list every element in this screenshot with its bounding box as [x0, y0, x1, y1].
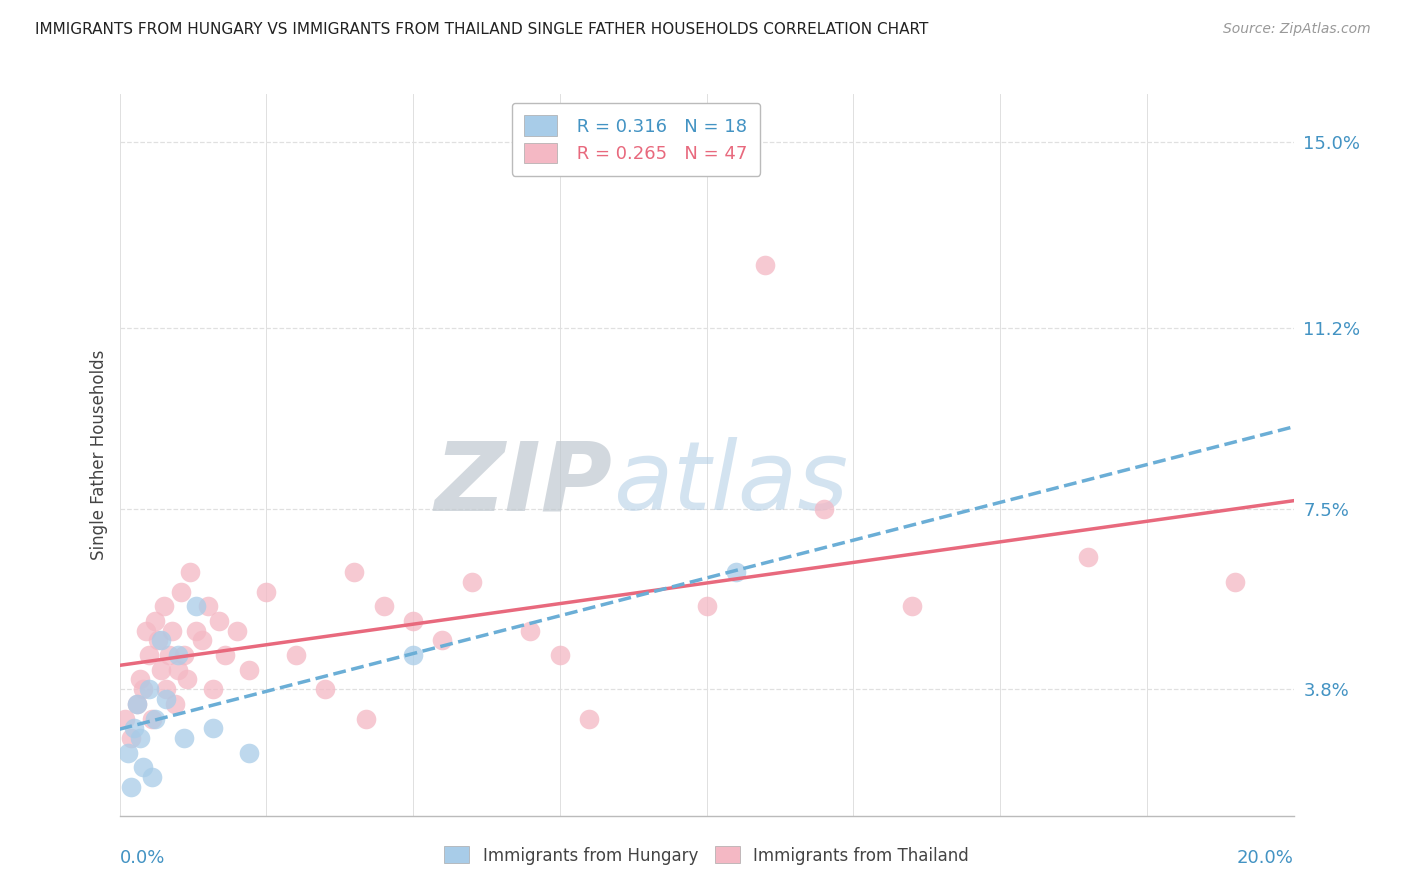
Point	[238, 746, 260, 760]
Point	[901, 599, 924, 614]
Point	[149, 633, 172, 648]
Point	[149, 663, 172, 677]
Point	[461, 574, 484, 589]
Point	[354, 712, 377, 726]
Point	[179, 565, 201, 579]
Point	[173, 731, 195, 745]
Text: atlas: atlas	[613, 437, 848, 531]
Point	[1077, 550, 1099, 565]
Point	[167, 648, 190, 662]
Y-axis label: Single Father Households: Single Father Households	[90, 350, 108, 560]
Point	[129, 673, 152, 687]
Point	[120, 731, 142, 745]
Point	[173, 648, 195, 662]
Point	[1223, 574, 1246, 589]
Point	[208, 614, 231, 628]
Legend: Immigrants from Hungary, Immigrants from Thailand: Immigrants from Hungary, Immigrants from…	[436, 838, 977, 873]
Point	[170, 584, 193, 599]
Point	[184, 624, 207, 638]
Point	[813, 501, 835, 516]
Point	[548, 648, 571, 662]
Point	[190, 633, 212, 648]
Point	[132, 682, 155, 697]
Text: ZIP: ZIP	[434, 437, 613, 531]
Point	[314, 682, 336, 697]
Point	[402, 614, 425, 628]
Text: Source: ZipAtlas.com: Source: ZipAtlas.com	[1223, 22, 1371, 37]
Text: 0.0%: 0.0%	[120, 848, 165, 867]
Point	[127, 697, 149, 711]
Point	[202, 682, 225, 697]
Point	[157, 648, 180, 662]
Point	[254, 584, 277, 599]
Point	[143, 614, 166, 628]
Point	[754, 258, 776, 272]
Point	[402, 648, 425, 662]
Point	[724, 565, 747, 579]
Point	[127, 697, 149, 711]
Point	[519, 624, 541, 638]
Point	[141, 712, 163, 726]
Point	[141, 770, 163, 784]
Point	[225, 624, 249, 638]
Point	[167, 663, 190, 677]
Point	[122, 721, 145, 735]
Point	[117, 746, 139, 760]
Point	[120, 780, 142, 794]
Point	[155, 682, 177, 697]
Point	[284, 648, 307, 662]
Text: 20.0%: 20.0%	[1237, 848, 1294, 867]
Point	[129, 731, 152, 745]
Point	[696, 599, 718, 614]
Point	[373, 599, 395, 614]
Point	[197, 599, 219, 614]
Point	[343, 565, 366, 579]
Point	[238, 663, 260, 677]
Point	[152, 599, 174, 614]
Point	[214, 648, 236, 662]
Point	[132, 760, 155, 774]
Point	[578, 712, 600, 726]
Text: IMMIGRANTS FROM HUNGARY VS IMMIGRANTS FROM THAILAND SINGLE FATHER HOUSEHOLDS COR: IMMIGRANTS FROM HUNGARY VS IMMIGRANTS FR…	[35, 22, 928, 37]
Point	[114, 712, 136, 726]
Point	[135, 624, 157, 638]
Point	[165, 697, 187, 711]
Point	[138, 682, 160, 697]
Point	[432, 633, 454, 648]
Point	[176, 673, 198, 687]
Point	[138, 648, 160, 662]
Point	[162, 624, 184, 638]
Point	[155, 692, 177, 706]
Point	[143, 712, 166, 726]
Point	[146, 633, 169, 648]
Point	[184, 599, 207, 614]
Point	[202, 721, 225, 735]
